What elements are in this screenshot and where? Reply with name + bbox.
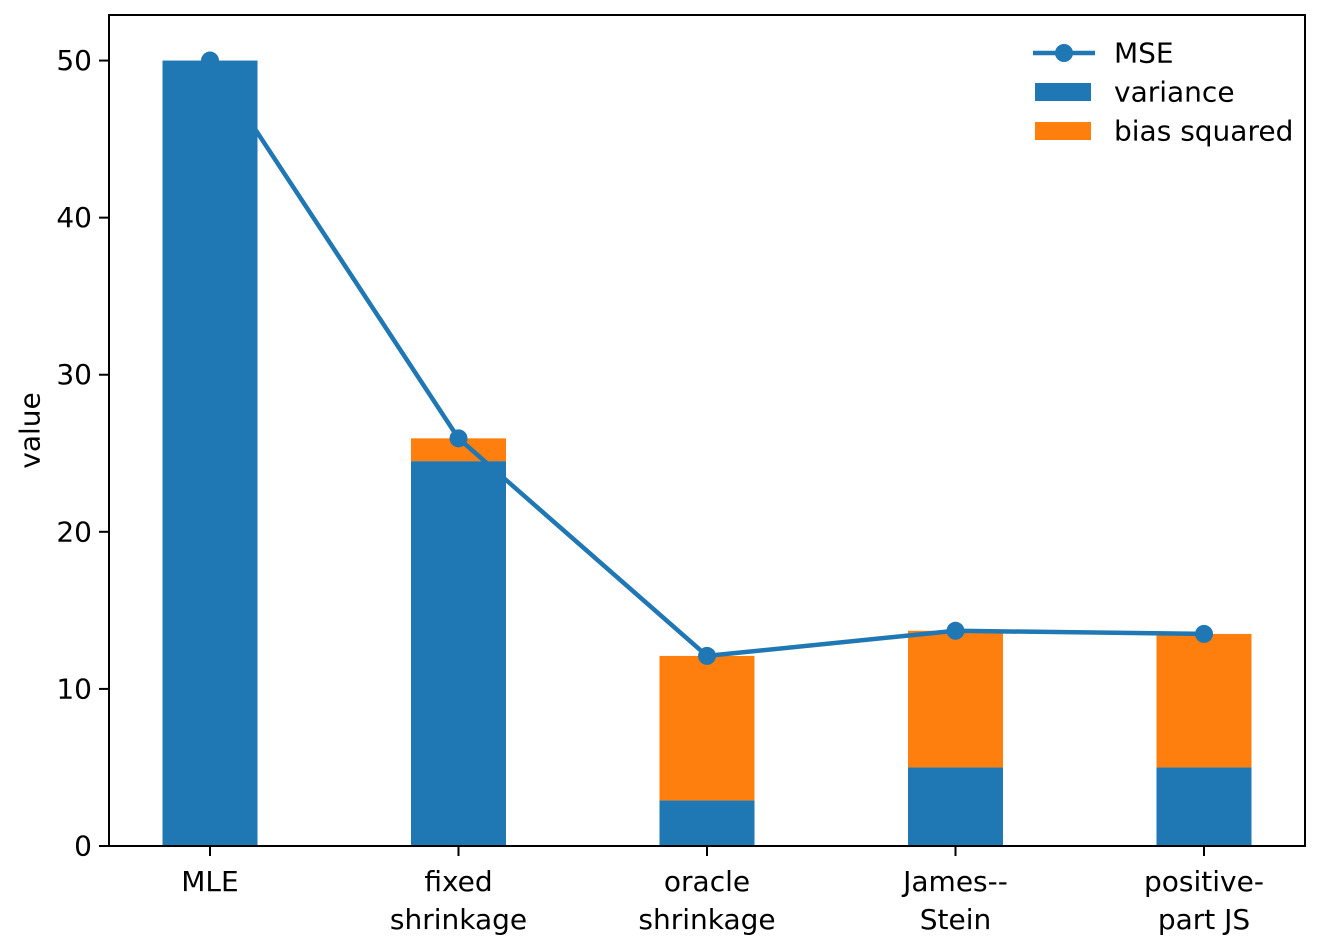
bar-segment-variance-4 <box>1156 767 1252 846</box>
bar-segment-bias-squared-2 <box>659 655 755 801</box>
y-tick-label-2: 20 <box>56 515 92 548</box>
y-tick-label-1: 10 <box>56 672 92 705</box>
bar-segment-variance-3 <box>908 767 1003 846</box>
bar-segment-variance-1 <box>411 461 506 846</box>
x-tick-label-1: fixed shrinkage <box>390 865 527 936</box>
y-tick-label-0: 0 <box>74 830 92 863</box>
y-tick-label-5: 50 <box>56 44 92 77</box>
mse-point-3 <box>946 621 965 640</box>
mse-point-4 <box>1195 624 1213 643</box>
legend-patch-variance <box>1035 83 1091 101</box>
bar-segment-variance-2 <box>659 800 755 846</box>
x-tick-label-0: MLE <box>181 865 238 898</box>
y-axis-label: value <box>14 392 47 468</box>
mse-point-0 <box>201 51 219 70</box>
mse-point-1 <box>449 429 468 448</box>
x-tick-label-2: oracle shrinkage <box>638 865 775 936</box>
legend-marker-sample <box>1055 44 1073 62</box>
legend-label-MSE: MSE <box>1114 37 1174 70</box>
bar-segment-variance-0 <box>162 60 258 846</box>
y-tick-label-3: 30 <box>56 358 92 391</box>
x-tick-label-3: James--Stein <box>901 865 1008 936</box>
legend-patch-bias-squared <box>1035 122 1091 140</box>
x-tick-label-4: positive-part JS <box>1144 865 1264 936</box>
mse-point-2 <box>698 646 716 665</box>
bar-segment-bias-squared-3 <box>908 630 1003 768</box>
bar-segment-bias-squared-1 <box>411 438 506 462</box>
legend: MSE variance bias squared <box>1033 37 1293 148</box>
legend-label-bias-squared: bias squared <box>1114 115 1293 148</box>
y-tick-label-4: 40 <box>56 201 92 234</box>
legend-label-variance: variance <box>1114 76 1235 109</box>
bar-segment-bias-squared-4 <box>1156 633 1252 768</box>
